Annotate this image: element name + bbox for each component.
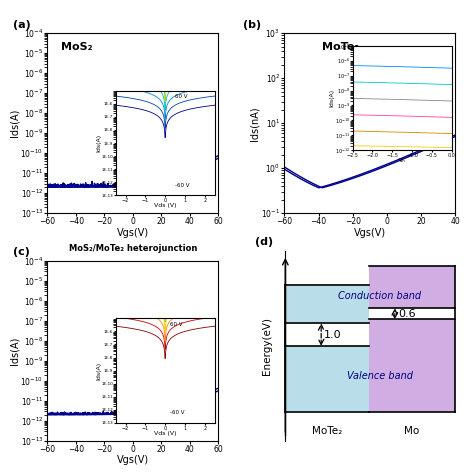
- Text: (a): (a): [13, 19, 31, 29]
- Text: (c): (c): [13, 247, 30, 257]
- Text: MoTe₂: MoTe₂: [322, 42, 359, 52]
- Text: MoS₂/MoTe₂ heterojunction: MoS₂/MoTe₂ heterojunction: [69, 245, 197, 254]
- Y-axis label: Ids(nA): Ids(nA): [250, 106, 260, 141]
- Bar: [369, 266, 455, 308]
- Bar: [369, 319, 455, 412]
- Text: 1.0: 1.0: [324, 329, 342, 340]
- Bar: [285, 285, 369, 323]
- Text: (b): (b): [244, 19, 262, 29]
- Text: MoS₂: MoS₂: [61, 42, 92, 52]
- Text: Energy(eV): Energy(eV): [262, 317, 272, 375]
- Bar: [285, 346, 369, 412]
- Text: Mo: Mo: [404, 426, 419, 436]
- Y-axis label: Ids(A): Ids(A): [9, 337, 19, 365]
- Text: (d): (d): [255, 237, 273, 247]
- Text: Conduction band: Conduction band: [338, 291, 421, 301]
- Y-axis label: Ids(A): Ids(A): [9, 109, 19, 137]
- X-axis label: Vgs(V): Vgs(V): [117, 228, 149, 238]
- X-axis label: Vgs(V): Vgs(V): [354, 228, 386, 238]
- X-axis label: Vgs(V): Vgs(V): [117, 456, 149, 465]
- Text: MoTe₂: MoTe₂: [312, 426, 342, 436]
- Text: 0.6: 0.6: [398, 309, 415, 319]
- Text: Valence band: Valence band: [347, 371, 413, 381]
